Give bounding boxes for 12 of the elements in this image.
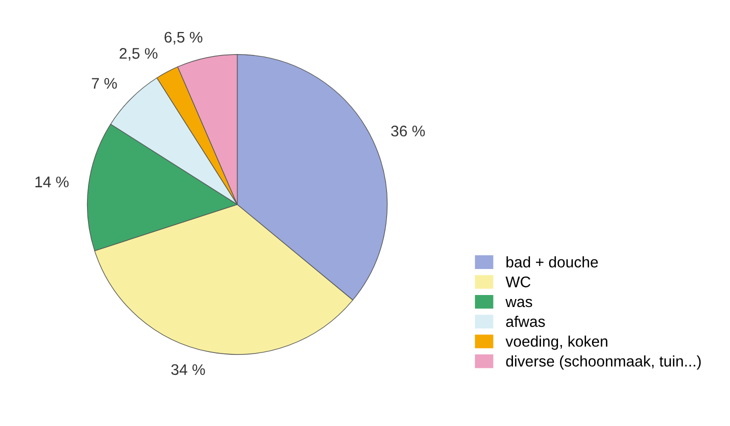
legend-label: voeding, koken <box>506 336 608 350</box>
legend-label: WC <box>506 276 530 288</box>
legend-label: bad + douche <box>506 256 598 268</box>
data-label: 34 % <box>171 364 205 376</box>
data-label: 6,5 % <box>164 32 202 44</box>
data-label: 7 % <box>92 78 117 89</box>
legend-label: diverse (schoonmaak, tuin...) <box>506 355 701 370</box>
data-label: 2,5 % <box>120 48 158 61</box>
legend-label: was <box>505 298 532 308</box>
legend-label: afwas <box>506 316 545 327</box>
data-label: 36 % <box>391 126 425 136</box>
data-label: 14 % <box>35 176 69 188</box>
